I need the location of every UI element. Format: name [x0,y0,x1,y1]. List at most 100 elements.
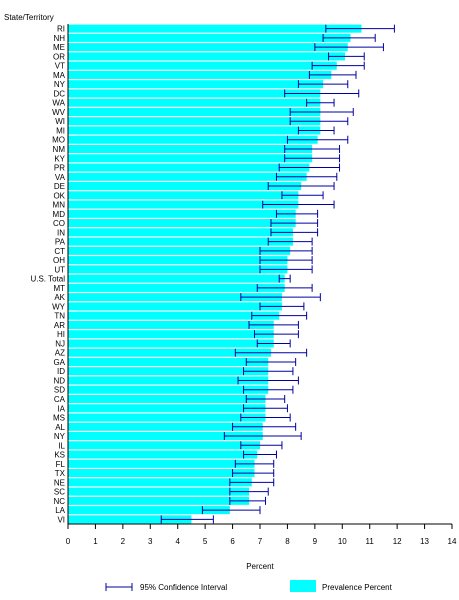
bar-ne [68,478,252,487]
category-label: KY [54,154,65,163]
x-tick-label: 3 [148,537,153,546]
x-tick-label: 4 [175,537,180,546]
legend: 95% Confidence Interval Prevalence Perce… [105,580,393,592]
category-label: PA [55,238,66,247]
bar-wa [68,98,321,107]
x-tick-label: 6 [230,537,235,546]
category-label: ND [53,376,65,385]
ci-ga [245,357,297,366]
x-tick-label: 11 [366,537,375,546]
ci-md [275,209,319,218]
bar-tn [68,311,280,320]
ci-ct [259,246,313,255]
category-label: PR [54,164,65,173]
category-label: IN [57,228,65,237]
x-tick-label: 1 [93,537,98,546]
ci-mo [286,135,349,144]
ci-ks [243,450,277,459]
category-label: KS [54,451,65,460]
ci-ia [243,404,288,413]
category-label: ID [57,367,65,376]
bar-co [68,219,296,228]
category-label: VT [55,62,65,71]
bar-me [68,43,348,52]
category-label: NE [54,478,65,487]
ci-la [201,506,261,515]
bar-ar [68,320,274,329]
category-label: VA [55,173,66,182]
bar-tx [68,469,255,478]
ci-ne [229,478,275,487]
category-label: SC [54,488,65,497]
bar-pa [68,237,293,246]
bar-wy [68,302,282,311]
bar-ma [68,70,332,79]
bar-ia [68,404,266,413]
ci-ms [240,413,291,422]
bar-sd [68,385,269,394]
legend-ci-label: 95% Confidence Interval [140,583,227,592]
ci-u-s-total [278,274,291,283]
bar-ky [68,154,313,163]
x-axis-ticks: 0 1 2 3 4 5 6 7 8 9 10 11 12 13 14 [66,524,457,546]
ci-vi [160,515,214,524]
bar-u-s-total [68,274,285,283]
category-label: MT [53,284,65,293]
category-label: RI [57,25,65,34]
x-tick-label: 5 [203,537,208,546]
category-label: OK [53,191,65,200]
bar-pr [68,163,310,172]
category-label: MD [53,210,66,219]
bar-ga [68,357,269,366]
category-label: MS [53,414,65,423]
ci-ma [308,70,357,79]
x-tick-label: 10 [338,537,347,546]
ci-or [328,52,365,61]
category-label: SD [54,386,65,395]
category-label: IL [58,441,65,450]
ci-il [240,441,283,450]
ci-sd [243,385,294,394]
category-label: WV [52,108,66,117]
legend-prevalence-swatch [290,580,316,592]
bar-ri [68,24,362,33]
ci-tn [251,311,308,320]
ci-wy [259,302,305,311]
x-tick-label: 2 [121,537,126,546]
x-axis-title: Percent [246,562,274,571]
ci-nd [237,376,299,385]
category-label: AK [54,293,65,302]
bar-md [68,209,296,218]
category-label: FL [56,460,66,469]
bar-hi [68,330,274,339]
bar-mn [68,200,299,209]
bar-wv [68,107,321,116]
category-label: U.S. Total [30,275,65,284]
category-label: UT [54,265,65,274]
ci-mi [297,126,335,135]
y-axis-title: State/Territory [4,13,54,22]
category-labels: RINHMEORVTMANYDCWAWVWIMIMONMKYPRVADEOKMN… [30,25,65,525]
category-label: ME [53,43,65,52]
bar-ca [68,394,266,404]
ci-ca [245,395,286,403]
category-label: WA [52,99,65,108]
ci-tx [232,469,275,478]
ci-oh [259,256,313,265]
bar-ct [68,246,291,255]
ci-nh [322,33,376,42]
ci-ny [297,80,349,89]
bar-id [68,367,269,376]
ci-ak [240,293,321,302]
bar-ms [68,413,266,422]
ci-ny [223,432,302,441]
x-tick-label: 13 [420,537,429,546]
bar-mi [68,126,321,135]
ci-ri [325,24,395,33]
bar-fl [68,459,255,468]
category-label: MA [53,71,66,80]
ci-de [267,182,335,191]
category-label: MI [56,126,65,135]
bar-vt [68,61,337,70]
